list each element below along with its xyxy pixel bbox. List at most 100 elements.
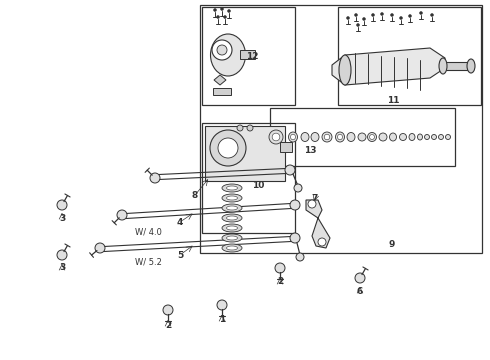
Ellipse shape (467, 59, 475, 73)
Bar (205, 126, 285, 181)
Polygon shape (214, 75, 226, 85)
Circle shape (227, 9, 230, 13)
Ellipse shape (445, 135, 450, 140)
Ellipse shape (358, 133, 366, 141)
Text: 13: 13 (304, 145, 316, 154)
Text: 12: 12 (246, 51, 258, 60)
Circle shape (210, 130, 246, 166)
Ellipse shape (324, 134, 330, 140)
Bar (443, 62, 471, 70)
Circle shape (217, 300, 227, 310)
Circle shape (318, 238, 326, 246)
Ellipse shape (226, 196, 238, 200)
Circle shape (57, 250, 67, 260)
Circle shape (371, 14, 374, 17)
Circle shape (308, 200, 316, 208)
Circle shape (354, 14, 358, 17)
Ellipse shape (368, 132, 376, 141)
Ellipse shape (338, 134, 343, 140)
Ellipse shape (424, 135, 430, 140)
Text: 9: 9 (389, 239, 395, 248)
Circle shape (57, 200, 67, 210)
Circle shape (218, 138, 238, 158)
Ellipse shape (222, 214, 242, 222)
Ellipse shape (339, 55, 351, 85)
Polygon shape (332, 48, 445, 85)
Ellipse shape (439, 135, 443, 140)
Ellipse shape (289, 132, 297, 142)
Circle shape (296, 253, 304, 261)
Ellipse shape (322, 132, 332, 142)
Ellipse shape (226, 246, 238, 250)
Ellipse shape (222, 234, 242, 242)
Text: W/ 4.0: W/ 4.0 (135, 228, 161, 237)
Ellipse shape (226, 236, 238, 240)
Text: 10: 10 (252, 180, 264, 189)
Text: 4: 4 (177, 217, 183, 226)
Circle shape (419, 12, 422, 14)
Circle shape (399, 17, 402, 19)
Text: 2: 2 (165, 320, 171, 329)
Ellipse shape (226, 226, 238, 230)
Circle shape (217, 15, 220, 18)
Circle shape (346, 17, 349, 19)
Ellipse shape (399, 134, 407, 140)
Circle shape (214, 9, 217, 12)
Circle shape (212, 40, 232, 60)
Ellipse shape (336, 132, 344, 142)
Bar (202, 7, 295, 105)
Ellipse shape (226, 186, 238, 190)
Ellipse shape (301, 132, 309, 141)
Circle shape (294, 184, 302, 192)
Circle shape (163, 305, 173, 315)
Text: 5: 5 (177, 251, 183, 260)
Circle shape (290, 200, 300, 210)
Text: 3: 3 (59, 262, 65, 271)
Circle shape (363, 18, 366, 21)
Circle shape (95, 243, 105, 253)
Ellipse shape (291, 134, 295, 140)
Ellipse shape (432, 135, 437, 140)
Ellipse shape (226, 216, 238, 220)
Circle shape (275, 263, 285, 273)
Ellipse shape (211, 34, 245, 76)
Ellipse shape (272, 133, 280, 141)
Ellipse shape (369, 135, 374, 139)
Polygon shape (306, 200, 330, 248)
Bar (213, 88, 231, 95)
Ellipse shape (222, 244, 242, 252)
Circle shape (290, 233, 300, 243)
Ellipse shape (379, 133, 387, 141)
Ellipse shape (222, 194, 242, 202)
Text: 11: 11 (387, 95, 399, 104)
Circle shape (381, 13, 384, 15)
Text: 7: 7 (312, 194, 318, 202)
Circle shape (247, 125, 253, 131)
Bar (338, 7, 481, 105)
Ellipse shape (222, 184, 242, 192)
Bar (202, 123, 295, 233)
Text: W/ 5.2: W/ 5.2 (135, 257, 161, 266)
Circle shape (355, 273, 365, 283)
Text: 8: 8 (192, 190, 198, 199)
Text: 1: 1 (219, 315, 225, 324)
Ellipse shape (311, 132, 319, 141)
Ellipse shape (439, 58, 447, 74)
Circle shape (223, 15, 226, 18)
Circle shape (431, 14, 434, 17)
Circle shape (217, 45, 227, 55)
Ellipse shape (390, 133, 396, 141)
Ellipse shape (222, 204, 242, 212)
Circle shape (285, 165, 295, 175)
Text: 2: 2 (277, 278, 283, 287)
Bar (270, 108, 455, 166)
Ellipse shape (222, 224, 242, 232)
Ellipse shape (347, 132, 355, 141)
Circle shape (150, 173, 160, 183)
Circle shape (220, 8, 223, 10)
Ellipse shape (269, 130, 283, 144)
Circle shape (357, 23, 360, 27)
Ellipse shape (226, 206, 238, 210)
Bar (200, 5, 482, 253)
Ellipse shape (417, 134, 422, 140)
